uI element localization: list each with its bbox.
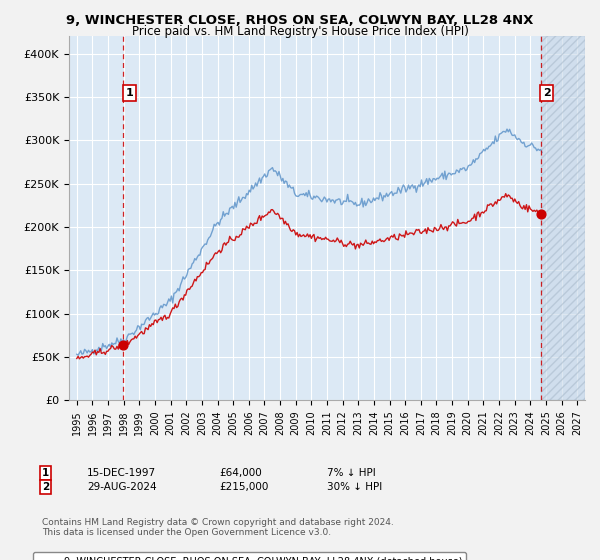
Point [118,340,128,349]
Point [536,209,545,218]
Text: £64,000: £64,000 [219,468,262,478]
Text: £215,000: £215,000 [219,482,268,492]
Text: 7% ↓ HPI: 7% ↓ HPI [327,468,376,478]
Text: Contains HM Land Registry data © Crown copyright and database right 2024.
This d: Contains HM Land Registry data © Crown c… [42,518,394,538]
Text: 1: 1 [125,88,133,98]
Text: 1: 1 [42,468,49,478]
Text: 30% ↓ HPI: 30% ↓ HPI [327,482,382,492]
Text: 15-DEC-1997: 15-DEC-1997 [87,468,156,478]
Text: 29-AUG-2024: 29-AUG-2024 [87,482,157,492]
Text: 2: 2 [42,482,49,492]
Text: Price paid vs. HM Land Registry's House Price Index (HPI): Price paid vs. HM Land Registry's House … [131,25,469,38]
Text: 9, WINCHESTER CLOSE, RHOS ON SEA, COLWYN BAY, LL28 4NX: 9, WINCHESTER CLOSE, RHOS ON SEA, COLWYN… [67,14,533,27]
Text: 2: 2 [543,88,551,98]
Bar [541,36,585,400]
Legend: 9, WINCHESTER CLOSE, RHOS ON SEA, COLWYN BAY, LL28 4NX (detached house), HPI: Av: 9, WINCHESTER CLOSE, RHOS ON SEA, COLWYN… [32,552,466,560]
